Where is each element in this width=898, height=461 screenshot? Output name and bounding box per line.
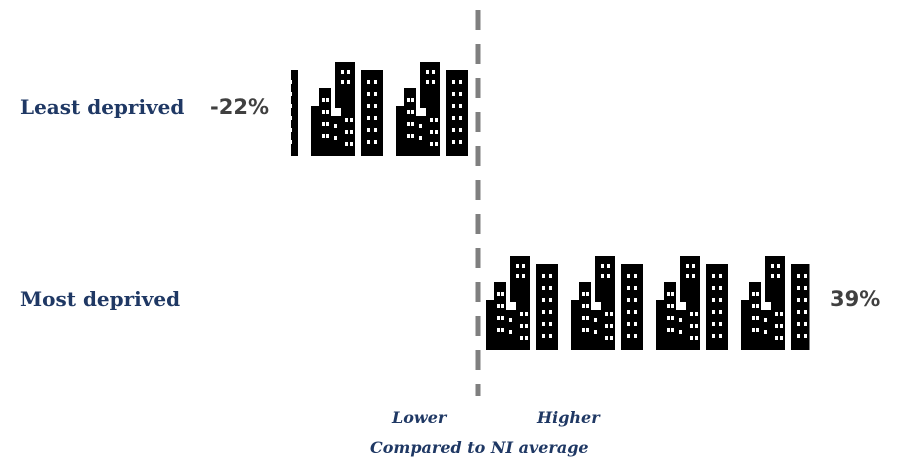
category-label-most-deprived: Most deprived: [20, 287, 181, 311]
city-buildings-icon: [656, 256, 728, 350]
bar-least-deprived: [291, 62, 468, 156]
x-axis-title: Compared to NI average: [370, 438, 589, 457]
axis-label-lower: Lower: [392, 408, 447, 427]
city-buildings-icon: [486, 256, 558, 350]
axis-label-higher: Higher: [537, 408, 600, 427]
category-label-least-deprived: Least deprived: [20, 95, 185, 119]
value-label-least-deprived: -22%: [210, 95, 269, 119]
city-buildings-icon: [396, 62, 468, 156]
city-buildings-icon: [571, 256, 643, 350]
city-buildings-icon: [311, 62, 383, 156]
value-label-most-deprived: 39%: [830, 287, 881, 311]
city-buildings-icon: [741, 256, 810, 350]
